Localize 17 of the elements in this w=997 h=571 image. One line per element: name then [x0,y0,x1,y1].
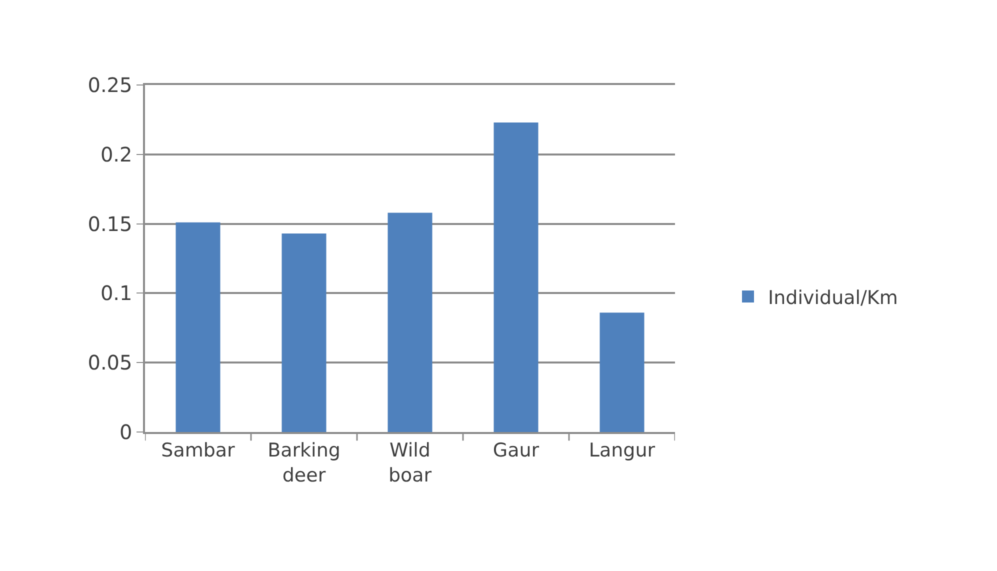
y-tick-label: 0.05 [88,350,132,375]
y-tick-label: 0.15 [88,212,132,236]
y-tick-label: 0.2 [100,142,132,166]
x-tick-label: Barking deer [268,440,340,486]
x-tick-label: Langur [588,440,656,462]
y-tick-label: 0.25 [88,73,132,97]
y-tick-label: 0.1 [100,281,132,306]
bar [282,234,326,432]
x-tick-label: Gaur [492,440,540,462]
x-tick-label: Sambar [161,440,236,462]
x-tick-label: Wild boar [388,440,432,486]
bar [388,212,432,432]
bar [494,122,538,432]
bar [600,312,644,432]
bar [176,222,220,432]
y-tick-label: 0 [120,420,132,444]
legend-label: Individual/Km [768,286,898,309]
